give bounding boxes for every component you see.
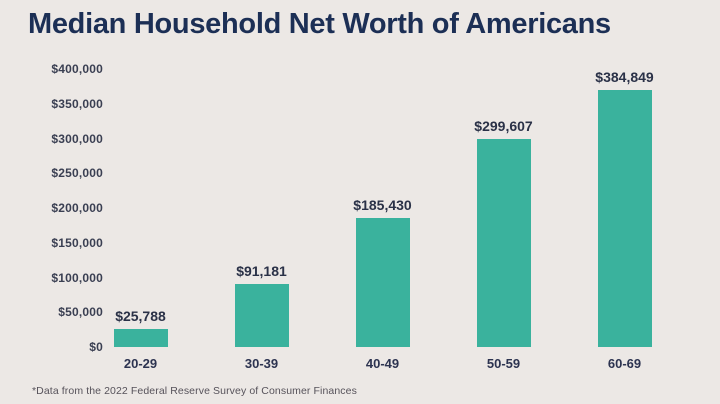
y-tick: $300,000 <box>51 131 103 146</box>
y-axis: $400,000 $350,000 $300,000 $250,000 $200… <box>0 62 103 354</box>
bar-group-60-69: $384,849 60-69 <box>564 69 685 371</box>
x-axis-label: 40-49 <box>365 356 400 371</box>
y-tick: $0 <box>89 340 103 354</box>
x-axis-label: 50-59 <box>486 356 521 371</box>
bar-group-30-39: $91,181 30-39 <box>201 69 322 371</box>
x-axis-label: 60-69 <box>607 356 642 371</box>
bar-group-50-59: $299,607 50-59 <box>443 69 564 371</box>
y-tick: $400,000 <box>51 62 103 76</box>
chart-title: Median Household Net Worth of Americans <box>28 8 611 40</box>
bar-value-label: $384,849 <box>595 69 654 85</box>
bar-50-59 <box>476 138 531 347</box>
plot-area: $25,788 20-29 $91,181 30-39 $185,430 40-… <box>80 69 685 371</box>
bar-value-label: $299,607 <box>474 117 533 134</box>
bar-60-69 <box>597 90 652 347</box>
y-tick: $100,000 <box>51 270 103 285</box>
bar-40-49 <box>355 218 410 347</box>
x-axis-label: 30-39 <box>244 356 279 371</box>
source-footnote: *Data from the 2022 Federal Reserve Surv… <box>32 385 357 397</box>
x-axis-label: 20-29 <box>123 356 158 371</box>
y-tick: $200,000 <box>51 201 103 215</box>
bar-value-label: $185,430 <box>353 197 412 214</box>
y-tick: $350,000 <box>51 96 103 111</box>
y-tick: $50,000 <box>58 305 103 320</box>
bar-group-40-49: $185,430 40-49 <box>322 69 443 371</box>
bar-group-20-29: $25,788 20-29 <box>80 69 201 371</box>
y-tick: $250,000 <box>51 166 103 181</box>
bar-value-label: $25,788 <box>115 308 166 325</box>
y-tick: $150,000 <box>51 235 103 250</box>
bar-20-29 <box>113 329 168 347</box>
bar-30-39 <box>234 283 289 347</box>
bar-value-label: $91,181 <box>236 262 287 279</box>
